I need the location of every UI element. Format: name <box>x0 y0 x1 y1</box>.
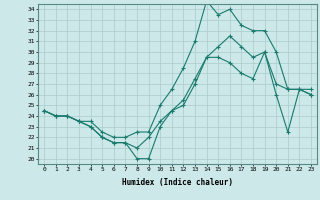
X-axis label: Humidex (Indice chaleur): Humidex (Indice chaleur) <box>122 178 233 187</box>
